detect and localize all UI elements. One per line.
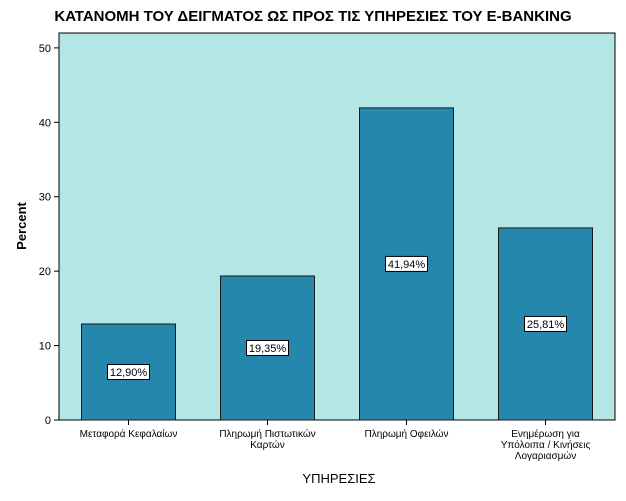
- y-tick-label: 40: [39, 117, 51, 129]
- x-tick-label: Πληρωμή Οφειλών: [365, 428, 449, 440]
- x-axis: Μεταφορά Κεφαλαίων Πληρωμή Πιστωτικών Καρτ…: [80, 420, 591, 462]
- y-tick-label: 0: [45, 415, 51, 427]
- data-label: 12,90%: [110, 367, 148, 379]
- chart-title: ΚΑΤΑΝΟΜΗ ΤΟΥ ΔΕΙΓΜΑΤΟΣ ΩΣ ΠΡΟΣ ΤΙΣ ΥΠΗΡΕ…: [54, 8, 571, 25]
- x-tick-label: Πληρωμή Πιστωτικών Καρτών: [219, 428, 315, 451]
- data-label-box: [107, 363, 150, 380]
- data-label-box: [524, 315, 567, 332]
- data-label: 25,81%: [527, 319, 565, 331]
- y-tick-label: 50: [39, 43, 51, 55]
- data-label-box: [385, 255, 428, 272]
- y-tick-label: 20: [39, 266, 51, 278]
- x-tick-label: Ενημέρωση για Υπόλοιπα / Κινήσεις Λογαριασ…: [501, 428, 591, 462]
- data-label: 41,94%: [388, 259, 426, 271]
- y-axis: 0 10 20 30 40 50: [39, 43, 59, 427]
- y-tick-label: 30: [39, 192, 51, 204]
- bars-group: 12,90% 19,35% 41,94% 25,81%: [81, 107, 593, 421]
- x-tick-label: Μεταφορά Κεφαλαίων: [80, 428, 178, 440]
- y-axis-title: Percent: [14, 201, 29, 249]
- data-label-box: [246, 339, 289, 356]
- y-tick-label: 10: [39, 341, 51, 353]
- x-axis-title: ΥΠΗΡΕΣΙΕΣ: [302, 471, 375, 486]
- data-label: 19,35%: [249, 343, 287, 355]
